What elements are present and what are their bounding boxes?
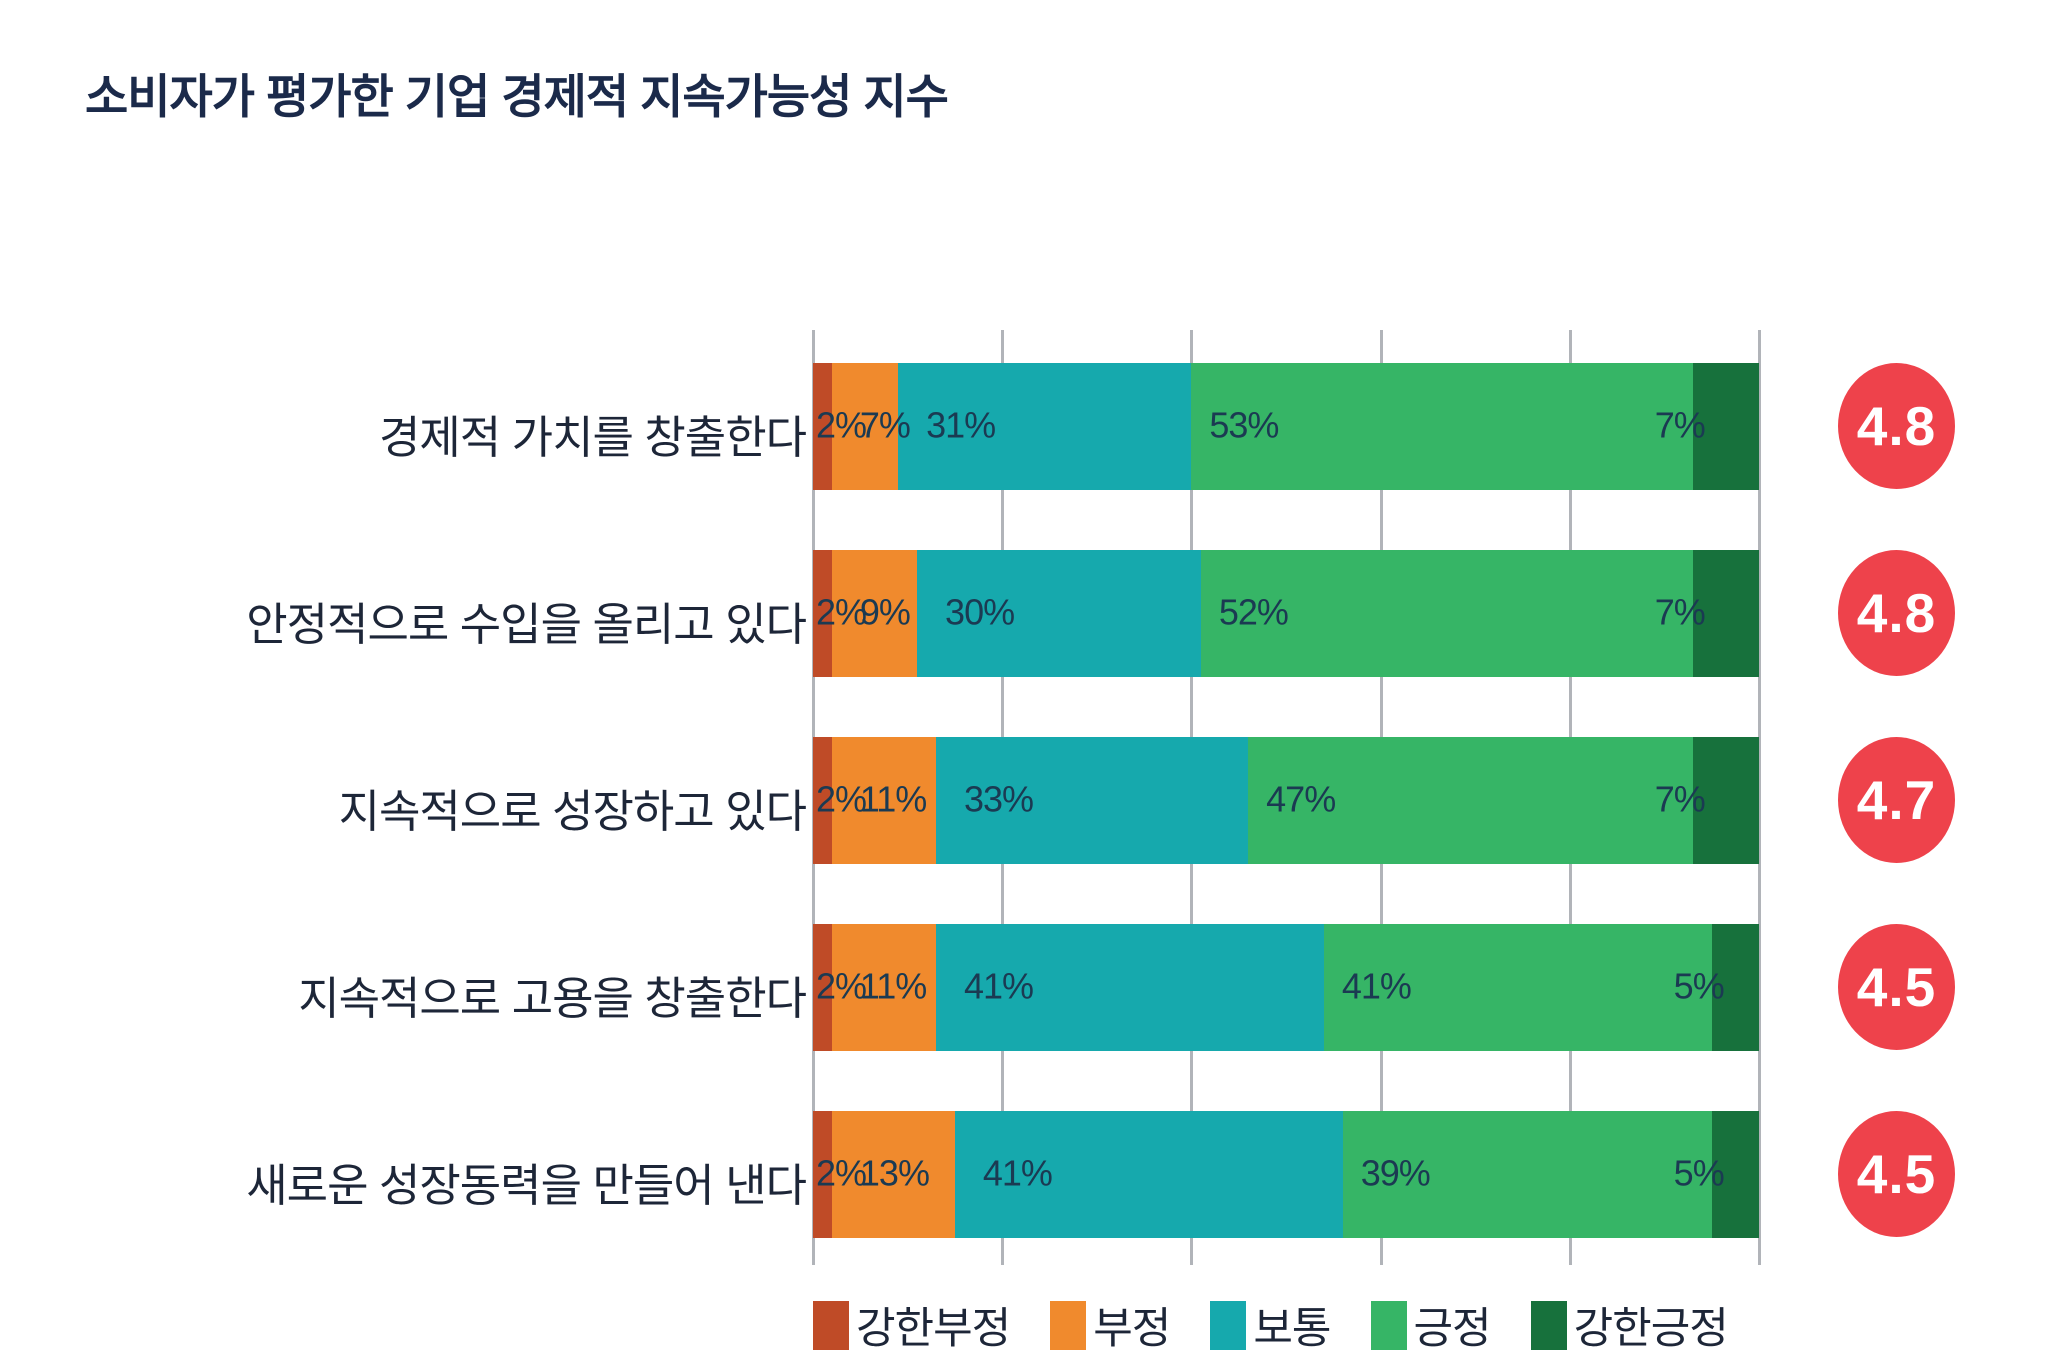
bar-segment-강한부정	[813, 550, 832, 677]
bar-segment-강한부정	[813, 363, 832, 490]
category-label: 지속적으로 고용을 창출한다	[298, 972, 807, 1024]
plot-area: 2% 7% 31% 53% 7% 2% 9% 30% 52% 7% 2% 11% 33% 47% 7% 2% 1…	[812, 330, 1761, 1265]
bar-segment-강한긍정	[1692, 737, 1759, 864]
bar-segment-강한부정	[813, 737, 832, 864]
segment-value-label: 2%	[816, 1151, 867, 1193]
score-badge: 4.8	[1838, 363, 1955, 489]
segment-value-label: 52%	[1218, 590, 1289, 632]
legend-swatch-강한부정	[813, 1300, 849, 1350]
bar-segment-긍정	[1342, 1111, 1712, 1238]
bar-segment-보통	[935, 737, 1249, 864]
bar-row: 2% 9% 30% 52% 7%	[813, 550, 1759, 677]
score-badge: 4.8	[1838, 550, 1955, 676]
segment-value-label: 7%	[859, 403, 911, 445]
segment-value-label: 7%	[1654, 403, 1706, 445]
score-badge: 4.5	[1838, 924, 1955, 1050]
bar-segment-보통	[898, 363, 1192, 490]
segment-value-label: 5%	[1673, 964, 1725, 1006]
legend-label: 강한긍정	[1573, 1305, 1729, 1353]
legend-swatch-보통	[1210, 1300, 1247, 1350]
bar-segment-강한긍정	[1711, 1111, 1759, 1238]
legend-item: 보통	[1210, 1294, 1332, 1356]
category-label: 지속적으로 성장하고 있다	[338, 785, 807, 837]
legend-item: 부정	[1050, 1294, 1171, 1356]
segment-value-label: 11%	[859, 777, 927, 819]
legend: 강한부정 부정 보통 긍정 강한긍정	[813, 1294, 1813, 1356]
segment-value-label: 11%	[859, 964, 927, 1006]
category-label: 경제적 가치를 창출한다	[378, 411, 807, 463]
legend-swatch-부정	[1050, 1300, 1087, 1350]
segment-value-label: 7%	[1654, 590, 1706, 632]
category-label: 새로운 성장동력을 만들어 낸다	[246, 1159, 807, 1211]
bar-row: 2% 11% 33% 47% 7%	[813, 737, 1759, 864]
bar-segment-부정	[831, 363, 899, 490]
legend-swatch-긍정	[1370, 1300, 1407, 1350]
score-badge: 4.7	[1838, 737, 1955, 863]
bar-segment-부정	[831, 737, 936, 864]
segment-value-label: 41%	[1341, 964, 1412, 1006]
segment-value-label: 41%	[982, 1151, 1053, 1193]
bar-segment-강한부정	[813, 924, 832, 1051]
bar-segment-긍정	[1248, 737, 1693, 864]
segment-value-label: 53%	[1209, 403, 1279, 445]
legend-item: 긍정	[1370, 1294, 1492, 1356]
bar-segment-보통	[935, 924, 1324, 1051]
bar-segment-부정	[831, 924, 936, 1051]
legend-label: 부정	[1093, 1305, 1171, 1353]
legend-item: 강한부정	[813, 1294, 1011, 1356]
segment-value-label: 47%	[1266, 777, 1336, 819]
legend-item: 강한긍정	[1530, 1294, 1729, 1356]
bar-segment-강한긍정	[1692, 363, 1759, 490]
segment-value-label: 39%	[1360, 1151, 1431, 1193]
bar-row: 2% 11% 41% 41% 5%	[813, 924, 1759, 1051]
segment-value-label: 2%	[816, 964, 867, 1006]
gridline	[1758, 330, 1761, 1265]
bar-row: 2% 7% 31% 53% 7%	[813, 363, 1759, 490]
segment-value-label: 30%	[945, 590, 1015, 632]
legend-swatch-강한긍정	[1530, 1300, 1567, 1350]
segment-value-label: 7%	[1654, 777, 1706, 819]
bar-segment-강한부정	[813, 1111, 832, 1238]
score-badge: 4.5	[1838, 1111, 1955, 1237]
segment-value-label: 2%	[816, 590, 867, 632]
chart-title: 소비자가 평가한 기업 경제적 지속가능성 지수	[85, 70, 949, 123]
segment-value-label: 2%	[816, 403, 867, 445]
bar-segment-보통	[917, 550, 1201, 677]
bar-segment-긍정	[1191, 363, 1693, 490]
bar-segment-보통	[954, 1111, 1343, 1238]
bar-segment-긍정	[1200, 550, 1693, 677]
segment-value-label: 33%	[963, 777, 1034, 819]
bar-segment-강한긍정	[1692, 550, 1759, 677]
segment-value-label: 9%	[859, 590, 911, 632]
segment-value-label: 41%	[963, 964, 1034, 1006]
bar-row: 2% 13% 41% 39% 5%	[813, 1111, 1759, 1238]
bar-segment-긍정	[1323, 924, 1712, 1051]
category-label: 안정적으로 수입을 올리고 있다	[246, 598, 807, 650]
segment-value-label: 2%	[816, 777, 867, 819]
segment-value-label: 13%	[859, 1151, 930, 1193]
legend-label: 긍정	[1413, 1305, 1492, 1353]
bar-segment-부정	[831, 1111, 955, 1238]
segment-value-label: 31%	[926, 403, 996, 445]
bar-segment-강한긍정	[1711, 924, 1759, 1051]
segment-value-label: 5%	[1673, 1151, 1725, 1193]
legend-label: 강한부정	[856, 1305, 1011, 1353]
legend-label: 보통	[1253, 1305, 1331, 1353]
bar-segment-부정	[831, 550, 918, 677]
